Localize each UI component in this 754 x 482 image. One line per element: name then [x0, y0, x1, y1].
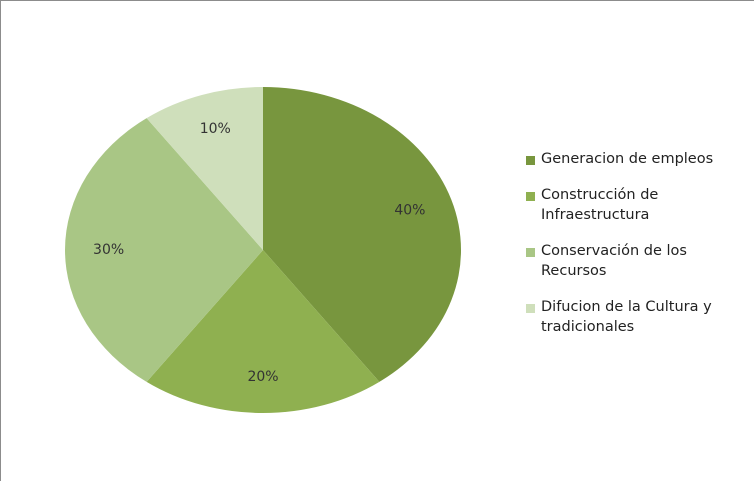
legend-label-conservacion: Conservación de los Recursos	[541, 241, 687, 281]
pie-slice-difucion	[146, 87, 263, 250]
legend: Generacion de empleos Construcción de In…	[526, 149, 751, 353]
legend-swatch-generacion	[526, 156, 535, 165]
legend-item-construccion: Construcción de Infraestructura	[526, 185, 751, 225]
legend-item-conservacion: Conservación de los Recursos	[526, 241, 751, 281]
data-label-construccion: 20%	[247, 369, 278, 385]
legend-label-construccion: Construcción de Infraestructura	[541, 185, 658, 225]
pie-slice-conservacion	[65, 118, 263, 382]
legend-label-line: Generacion de empleos	[541, 151, 714, 167]
legend-label-line: Recursos	[541, 263, 607, 279]
data-label-generacion: 40%	[394, 203, 425, 219]
legend-label-generacion: Generacion de empleos	[541, 149, 713, 169]
legend-label-line: Construcción de	[541, 187, 659, 203]
pie-slice-construccion	[146, 250, 380, 413]
legend-item-difucion: Difucion de la Cultura y tradicionales	[526, 297, 751, 337]
legend-label-line: Infraestructura	[541, 207, 650, 223]
legend-label-line: tradicionales	[541, 319, 635, 335]
legend-label-line: Difucion de la Cultura y	[541, 299, 712, 315]
legend-swatch-difucion	[526, 304, 535, 313]
data-label-difucion: 10%	[200, 121, 231, 137]
legend-item-generacion: Generacion de empleos	[526, 149, 751, 169]
data-label-conservacion: 30%	[93, 242, 124, 258]
legend-swatch-construccion	[526, 192, 535, 201]
legend-swatch-conservacion	[526, 248, 535, 257]
pie-slice-generacion	[263, 87, 461, 382]
pie-chart: 40% 20% 30% 10%	[65, 87, 461, 413]
legend-label-line: Conservación de los	[541, 243, 687, 259]
legend-label-difucion: Difucion de la Cultura y tradicionales	[541, 297, 712, 337]
